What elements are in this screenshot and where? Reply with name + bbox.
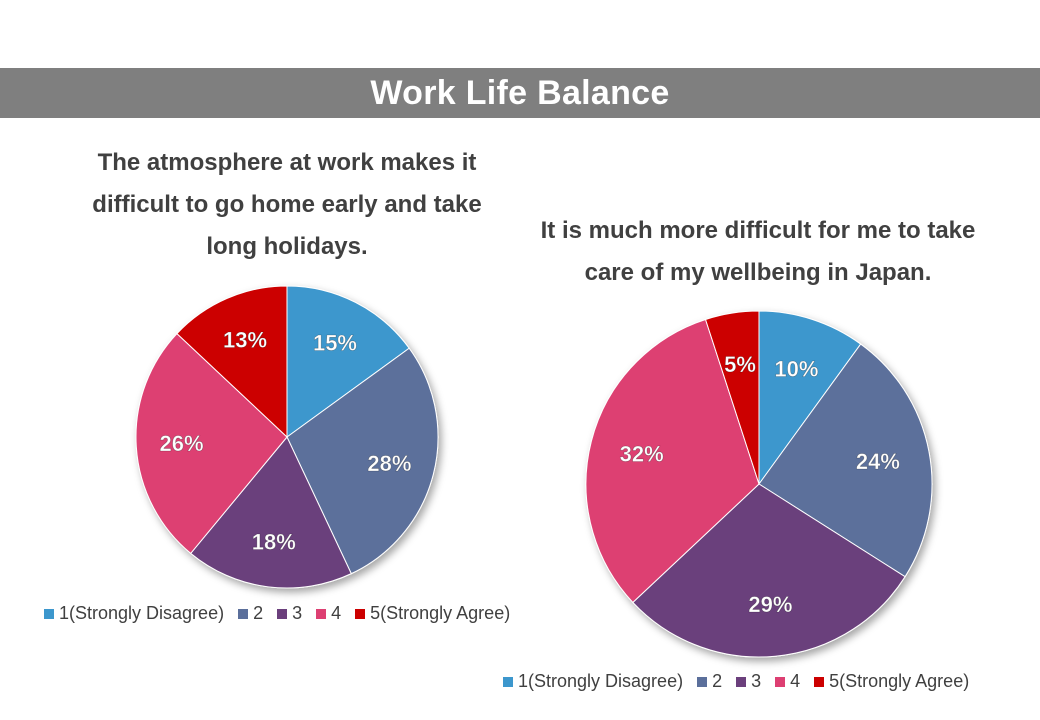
chart-1-slice-1 (286, 285, 410, 438)
chart-1-slice-label-2: 28% (367, 451, 411, 476)
header-banner: Work Life Balance (0, 68, 1040, 118)
chart-2-slices (585, 310, 933, 658)
legend-label: 5(Strongly Agree) (829, 671, 970, 691)
legend-label: 2 (253, 603, 264, 623)
chart-2-title-line-1: It is much more difficult for me to take (540, 217, 976, 244)
legend-label: 1(Strongly Disagree) (59, 603, 225, 623)
legend-label: 2 (712, 671, 723, 691)
chart-2-slice-label-5: 5% (724, 352, 756, 377)
chart-2-legend-item: 4 (775, 671, 800, 692)
chart-1-title-line-2: difficult to go home early and take (92, 191, 482, 218)
legend-swatch (44, 608, 54, 619)
legend-swatch (503, 676, 513, 687)
chart-1-slice-label-5: 13% (223, 327, 267, 352)
legend-label: 4 (331, 603, 342, 623)
legend-label: 1(Strongly Disagree) (518, 671, 684, 691)
chart-2-legend-item: 2 (697, 671, 722, 692)
chart-2-slice-1 (758, 310, 862, 486)
chart-1-legend-item: 5(Strongly Agree) (355, 603, 510, 624)
chart-2-slice-label-1: 10% (774, 356, 818, 381)
chart-1-legend-item: 3 (277, 603, 302, 624)
chart-1-slice-5 (176, 285, 288, 439)
chart-1-slice-2 (286, 347, 439, 575)
chart-2-legend-item: 3 (736, 671, 761, 692)
chart-2-slice-label-4: 32% (620, 441, 664, 466)
chart-1-legend-item: 1(Strongly Disagree) (44, 603, 224, 624)
chart-1-title-line-3: long holidays. (206, 233, 368, 260)
legend-swatch (736, 676, 747, 687)
legend-swatch (697, 676, 708, 687)
chart-2-slice-label-3: 29% (748, 592, 792, 617)
chart-1-title-line-1: The atmosphere at work makes it (97, 149, 477, 176)
chart-1-pie: 15% 28% 18% 26% 13% (135, 285, 439, 589)
legend-swatch (316, 608, 327, 619)
chart-1-slice-3 (190, 436, 352, 589)
legend-label: 5(Strongly Agree) (370, 603, 511, 623)
legend-swatch (238, 608, 249, 619)
legend-swatch (814, 676, 825, 687)
legend-label: 4 (790, 671, 801, 691)
chart-2-slice-2 (758, 343, 933, 578)
legend-swatch (775, 676, 786, 687)
chart-1-slice-label-4: 26% (159, 431, 203, 456)
legend-swatch (355, 608, 366, 619)
chart-2-legend-item: 5(Strongly Agree) (814, 671, 969, 692)
chart-1-legend-item: 2 (238, 603, 263, 624)
legend-swatch (277, 608, 288, 619)
chart-2-pie: 10% 24% 29% 32% 5% (585, 310, 933, 658)
chart-2-slice-3 (632, 483, 906, 658)
chart-2-title: It is much more difficult for me to take… (515, 210, 1001, 294)
chart-1-title: The atmosphere at work makes it difficul… (70, 142, 504, 268)
chart-1-slice-4 (135, 332, 288, 555)
chart-2-slice-5 (704, 310, 760, 485)
chart-2-slice-label-2: 24% (856, 449, 900, 474)
chart-1-legend: 1(Strongly Disagree) 2 3 4 5(Strongly Ag… (44, 603, 510, 624)
chart-2-slice-4 (585, 318, 760, 604)
chart-2-title-line-2: care of my wellbeing in Japan. (584, 259, 932, 286)
legend-label: 3 (292, 603, 303, 623)
chart-2-legend: 1(Strongly Disagree) 2 3 4 5(Strongly Ag… (503, 671, 969, 692)
chart-1-slices (135, 285, 439, 589)
chart-1-slice-label-3: 18% (252, 529, 296, 554)
legend-label: 3 (751, 671, 762, 691)
chart-2-legend-item: 1(Strongly Disagree) (503, 671, 683, 692)
page-title: Work Life Balance (370, 73, 670, 112)
chart-1-slice-label-1: 15% (313, 330, 357, 355)
chart-1-legend-item: 4 (316, 603, 341, 624)
